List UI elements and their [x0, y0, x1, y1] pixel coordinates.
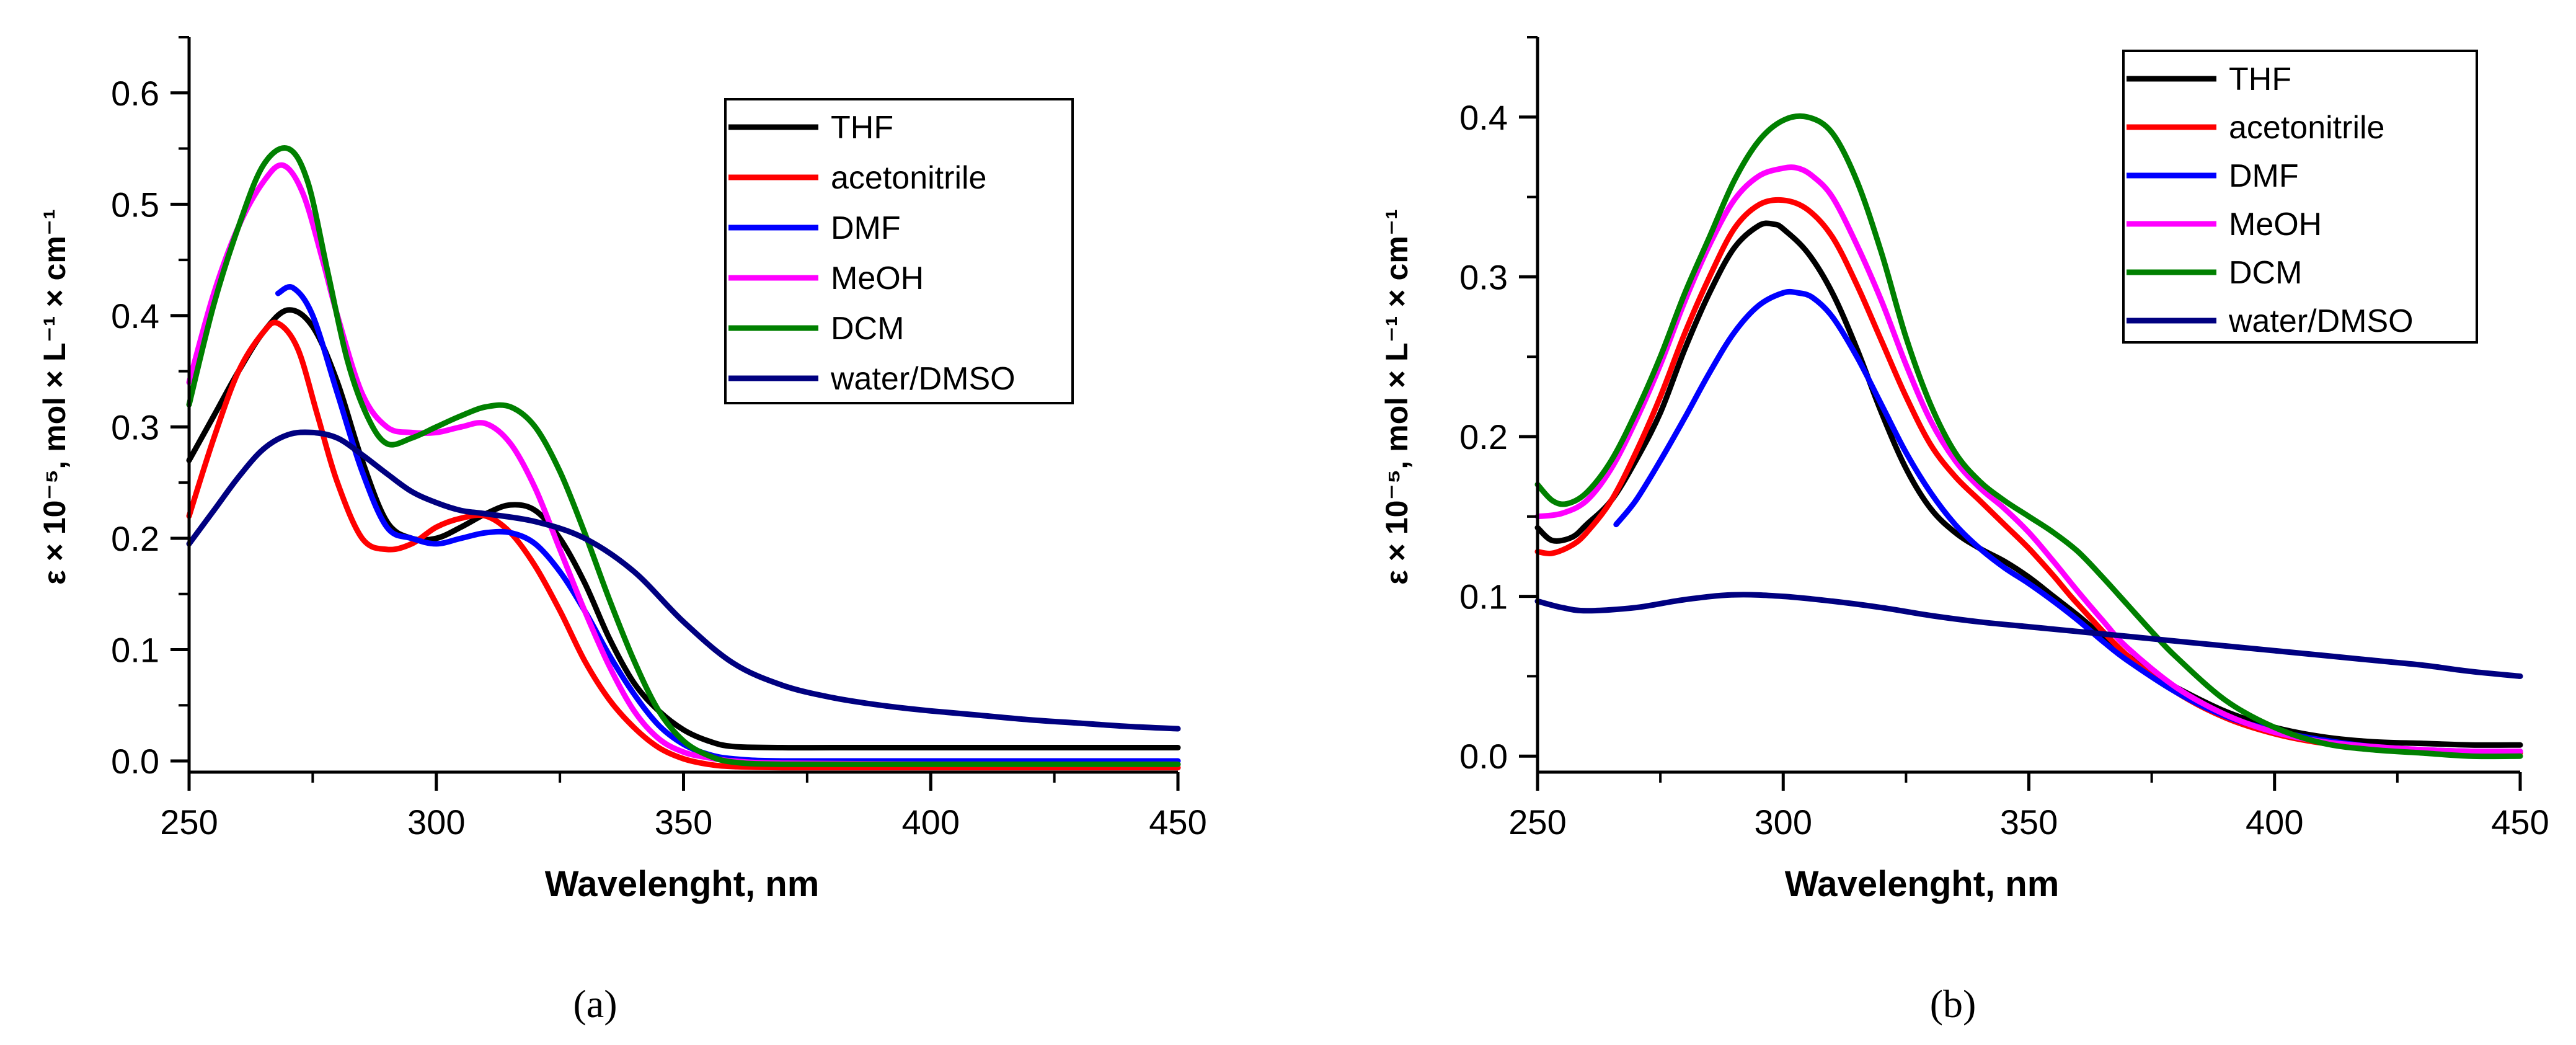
ticks-layer: 250 300 350 400 450 0.0 0.1 0.2 0.3 0.4 0.5 0.6 — [111, 36, 1207, 842]
x-tick-label: 350 — [2000, 803, 2058, 842]
y-tick-label: 0.0 — [111, 742, 159, 781]
x-tick-label: 450 — [1149, 803, 1206, 842]
y-tick-label: 0.6 — [111, 74, 159, 113]
x-tick-label: 350 — [655, 803, 712, 842]
x-tick-label: 300 — [1755, 803, 1812, 842]
y-tick-label: 0.4 — [111, 296, 159, 336]
y-tick-label: 0.0 — [1459, 737, 1508, 776]
legend-label-dmf: DMF — [2229, 158, 2299, 194]
series-layer — [1534, 113, 2523, 760]
x-tick-label: 300 — [407, 803, 465, 842]
panel-caption: (a) — [573, 982, 617, 1026]
x-tick-label: 250 — [160, 803, 218, 842]
legend-box — [2122, 50, 2478, 344]
legend-label-dcm: DCM — [2229, 255, 2302, 291]
y-axis-label: ε × 10⁻⁵, mol × L⁻¹ × cm⁻¹ — [1379, 209, 1414, 585]
x-axis-label: Wavelenght, nm — [1785, 864, 2060, 904]
x-tick-label: 450 — [2491, 803, 2549, 842]
series-line-thf — [1534, 220, 2523, 748]
series-layer — [186, 145, 1181, 771]
y-axis-label: ε × 10⁻⁵, mol × L⁻¹ × cm⁻¹ — [37, 209, 72, 585]
y-tick-label: 0.3 — [111, 407, 159, 447]
series-line-dcm — [186, 145, 1181, 768]
chart-panel-b: 250 300 350 400 450 0.0 0.1 0.2 0.3 0.4 Wavelengh… — [1379, 36, 2549, 1026]
legend-label-dmf: DMF — [831, 210, 901, 246]
panel-caption: (b) — [1930, 982, 1976, 1026]
legend-label-acetonitrile: acetonitrile — [831, 160, 986, 196]
y-tick-label: 0.1 — [1459, 577, 1508, 616]
legend: THF acetonitrile DMF MeOH DCM water/DMSO — [724, 98, 1074, 404]
x-tick-label: 400 — [2246, 803, 2303, 842]
y-tick-label: 0.2 — [111, 519, 159, 558]
series-line-acetonitrile — [186, 319, 1181, 771]
y-tick-label: 0.1 — [111, 631, 159, 670]
legend-label-thf: THF — [831, 110, 893, 146]
x-tick-label: 250 — [1508, 803, 1566, 842]
legend-label-thf: THF — [2229, 61, 2291, 97]
series-line-water-dmso — [1534, 592, 2523, 679]
x-axis-label: Wavelenght, nm — [545, 864, 820, 904]
legend-label-meoh: MeOH — [831, 260, 924, 296]
legend-label-water-dmso: water/DMSO — [830, 361, 1016, 397]
series-line-dcm — [1534, 113, 2523, 760]
y-tick-label: 0.5 — [111, 185, 159, 224]
x-tick-label: 400 — [902, 803, 960, 842]
y-tick-label: 0.4 — [1459, 98, 1508, 137]
series-line-water-dmso — [186, 429, 1181, 732]
series-line-thf — [186, 307, 1181, 751]
legend-box — [724, 98, 1074, 404]
y-tick-label: 0.3 — [1459, 257, 1508, 296]
legend-label-acetonitrile: acetonitrile — [2229, 110, 2384, 146]
y-tick-label: 0.2 — [1459, 417, 1508, 456]
legend-label-water-dmso: water/DMSO — [2228, 303, 2414, 339]
series-line-meoh — [1534, 164, 2523, 755]
chart-panel-a: 250 300 350 400 450 0.0 0.1 0.2 0.3 0.4 0.5 0.6 Wav… — [37, 36, 1207, 1026]
legend-label-meoh: MeOH — [2229, 207, 2322, 242]
legend: THF acetonitrile DMF MeOH DCM water/DMSO — [2122, 50, 2478, 344]
legend-label-dcm: DCM — [831, 311, 904, 347]
ticks-layer: 250 300 350 400 450 0.0 0.1 0.2 0.3 0.4 — [1459, 36, 2549, 842]
